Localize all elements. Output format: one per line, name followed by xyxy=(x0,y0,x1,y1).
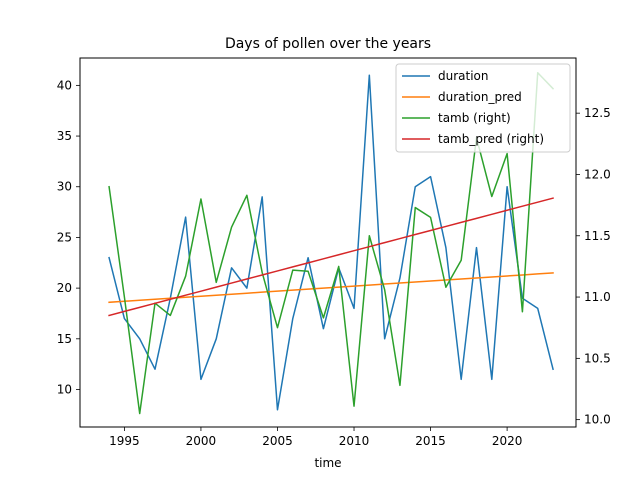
y-right-tick-label: 11.0 xyxy=(584,290,611,304)
y-right-tick-label: 11.5 xyxy=(584,229,611,243)
x-axis-label: time xyxy=(314,456,341,470)
y-right-tick-label: 10.5 xyxy=(584,351,611,365)
x-tick-label: 2005 xyxy=(262,434,293,448)
x-axis: 1995 2000 2005 2010 2015 2020 xyxy=(109,427,522,448)
series-line-3 xyxy=(108,197,554,317)
y-right-tick-label: 10.0 xyxy=(584,413,611,427)
x-tick-label: 2020 xyxy=(492,434,523,448)
y-right-tick-label: 12.5 xyxy=(584,106,611,120)
chart-title: Days of pollen over the years xyxy=(225,36,431,52)
y-tick-label: 10 xyxy=(57,382,72,396)
y-tick-label: 40 xyxy=(57,78,72,92)
y-tick-label: 30 xyxy=(57,180,72,194)
legend-label-2: tamb (right) xyxy=(438,111,511,125)
x-tick-label: 2010 xyxy=(339,434,370,448)
x-tick-label: 2000 xyxy=(186,434,217,448)
x-tick-label: 1995 xyxy=(109,434,140,448)
y-right-tick-label: 12.0 xyxy=(584,167,611,181)
legend-label-3: tamb_pred (right) xyxy=(438,132,544,146)
y-tick-label: 35 xyxy=(57,129,72,143)
legend-box xyxy=(395,63,571,153)
y-tick-label: 25 xyxy=(57,230,72,244)
series-line-1 xyxy=(108,272,554,304)
y-axis-right: 10.0 10.5 11.0 11.5 12.0 12.5 xyxy=(576,106,611,427)
x-tick-label: 2015 xyxy=(415,434,446,448)
y-tick-label: 15 xyxy=(57,332,72,346)
legend-label-0: duration xyxy=(438,69,489,83)
series-line-0 xyxy=(108,74,554,411)
plot-frame xyxy=(79,57,577,428)
legend-label-1: duration_pred xyxy=(438,90,522,104)
y-tick-label: 20 xyxy=(57,281,72,295)
y-axis-left: 10 15 20 25 30 35 40 xyxy=(57,78,80,396)
